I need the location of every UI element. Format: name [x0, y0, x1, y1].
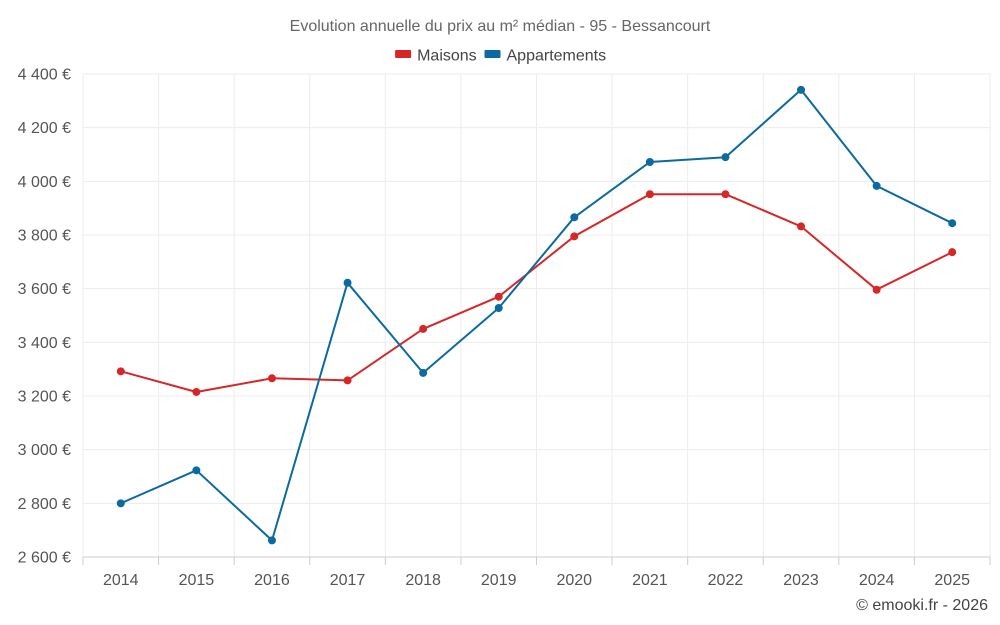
data-point[interactable]	[419, 368, 428, 377]
data-point[interactable]	[494, 292, 503, 301]
data-point[interactable]	[494, 303, 503, 312]
x-tick-label: 2016	[254, 572, 290, 589]
data-point[interactable]	[419, 324, 428, 333]
data-point[interactable]	[797, 222, 806, 231]
data-point[interactable]	[343, 278, 352, 287]
data-point[interactable]	[343, 376, 352, 385]
data-point[interactable]	[948, 219, 957, 228]
legend-label: Appartements	[507, 48, 607, 65]
x-tick-label: 2014	[103, 572, 139, 589]
x-tick-label: 2024	[859, 572, 895, 589]
x-tick-label: 2015	[179, 572, 215, 589]
x-tick-label: 2018	[405, 572, 441, 589]
data-point[interactable]	[116, 367, 125, 376]
series-line	[120, 88, 953, 542]
y-tick-label: 3 200 €	[18, 389, 71, 406]
series-line	[120, 193, 953, 393]
x-tick-label: 2020	[556, 572, 592, 589]
legend-swatch	[484, 50, 501, 58]
data-point[interactable]	[267, 536, 276, 545]
grid-layer	[82, 73, 991, 557]
x-tick-label: 2021	[632, 572, 668, 589]
y-tick-label: 3 600 €	[18, 281, 71, 298]
legend-swatch	[395, 50, 412, 58]
axis-layer: 2 600 € 2 800 € 3 000 € 3 200 € 3 400 € 3 600…	[18, 67, 991, 589]
data-point[interactable]	[267, 374, 276, 383]
credit-text: © emooki.fr - 2026	[856, 597, 988, 614]
y-tick-label: 2 800 €	[18, 496, 71, 513]
x-tick-label: 2023	[783, 572, 819, 589]
data-point[interactable]	[645, 158, 654, 167]
y-tick-label: 3 400 €	[18, 335, 71, 352]
x-tick-label: 2019	[481, 572, 517, 589]
series-layer	[116, 85, 957, 545]
data-point[interactable]	[721, 190, 730, 199]
data-point[interactable]	[192, 387, 201, 396]
y-tick-label: 3 800 €	[18, 228, 71, 245]
data-point[interactable]	[872, 181, 881, 190]
y-tick-label: 4 200 €	[18, 120, 71, 137]
data-point[interactable]	[948, 248, 957, 257]
data-point[interactable]	[192, 466, 201, 475]
data-point[interactable]	[872, 285, 881, 294]
data-point[interactable]	[116, 499, 125, 508]
y-tick-label: 4 000 €	[18, 174, 71, 191]
legend-item-maisons[interactable]: Maisons	[395, 48, 477, 65]
legend: Maisons Appartements	[395, 48, 606, 65]
y-tick-label: 3 000 €	[18, 442, 71, 459]
chart-title: Evolution annuelle du prix au m² médian …	[290, 18, 711, 35]
legend-label: Maisons	[417, 48, 477, 65]
data-point[interactable]	[570, 232, 579, 241]
data-point[interactable]	[721, 153, 730, 162]
data-point[interactable]	[570, 213, 579, 222]
y-tick-label: 2 600 €	[18, 550, 71, 567]
legend-item-appartements[interactable]: Appartements	[484, 48, 607, 65]
x-tick-label: 2017	[330, 572, 366, 589]
data-point[interactable]	[797, 85, 806, 94]
series-maisons	[116, 190, 957, 396]
x-tick-label: 2025	[934, 572, 970, 589]
series-appartements	[116, 85, 957, 545]
y-tick-label: 4 400 €	[18, 67, 71, 84]
data-point[interactable]	[645, 190, 654, 199]
x-tick-label: 2022	[708, 572, 744, 589]
